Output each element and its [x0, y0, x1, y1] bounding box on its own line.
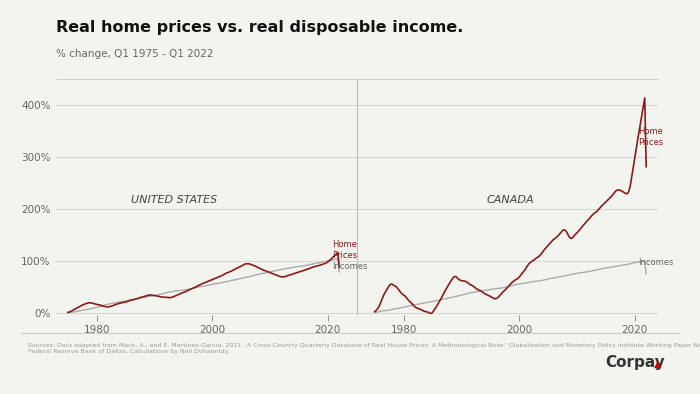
- Text: Corpay: Corpay: [606, 355, 665, 370]
- Text: CANADA: CANADA: [486, 195, 534, 206]
- Text: Incomes: Incomes: [638, 258, 673, 267]
- Text: Home
Prices: Home Prices: [332, 240, 358, 260]
- Text: UNITED STATES: UNITED STATES: [131, 195, 217, 206]
- Text: Home
Prices: Home Prices: [638, 127, 663, 147]
- Text: % change, Q1 1975 - Q1 2022: % change, Q1 1975 - Q1 2022: [56, 49, 213, 59]
- Text: Sources: Data adapted from Mack, A., and E. Martinez-Garcia, 2011. 'A Cross-Coun: Sources: Data adapted from Mack, A., and…: [28, 343, 700, 353]
- Text: ▲: ▲: [654, 359, 662, 368]
- Text: Real home prices vs. real disposable income.: Real home prices vs. real disposable inc…: [56, 20, 463, 35]
- Text: Incomes: Incomes: [332, 262, 368, 271]
